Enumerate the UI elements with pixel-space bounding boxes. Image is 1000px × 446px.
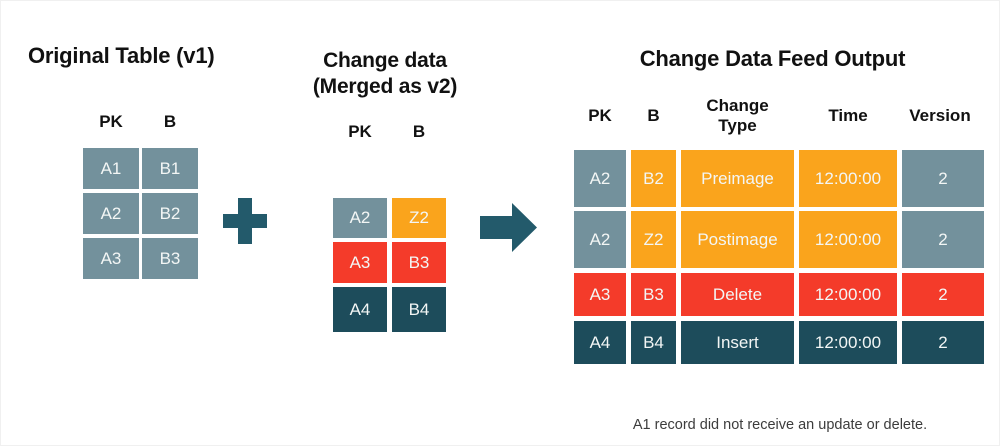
original-table: A1 B1 A2 B2 A3 B3: [83, 148, 198, 279]
table-cell: B2: [142, 193, 198, 234]
change-col-header-pk: PK: [348, 121, 372, 141]
original-table-title: Original Table (v1): [28, 43, 215, 68]
table-cell: B1: [142, 148, 198, 189]
table-cell: A2: [333, 198, 387, 238]
table-cell: A3: [574, 273, 626, 316]
table-cell: Insert: [681, 321, 794, 364]
change-title-line1: Change data: [323, 49, 447, 72]
output-col-header-pk: PK: [588, 106, 612, 126]
table-cell: B2: [631, 150, 676, 207]
output-row-delete: A3 B3 Delete 12:00:00 2: [574, 273, 984, 316]
output-row-insert: A4 B4 Insert 12:00:00 2: [574, 321, 984, 364]
table-cell: 2: [902, 150, 984, 207]
footnote-line1: A1 record did not receive an update or d…: [632, 417, 928, 433]
plus-icon: [223, 198, 267, 244]
table-cell: A4: [574, 321, 626, 364]
table-cell: A2: [574, 150, 626, 207]
output-table-title: Change Data Feed Output: [639, 46, 906, 71]
right-arrow-icon: [480, 203, 537, 252]
table-cell: 12:00:00: [799, 211, 897, 268]
table-cell: 12:00:00: [799, 150, 897, 207]
table-cell: A3: [333, 242, 387, 283]
footnote: A1 record did not receive an update or d…: [570, 378, 990, 446]
table-cell: B4: [631, 321, 676, 364]
table-cell: 2: [902, 273, 984, 316]
output-col-header-b: B: [647, 106, 660, 126]
table-cell: A3: [83, 238, 139, 279]
table-cell: Preimage: [681, 150, 794, 207]
original-col-header-pk: PK: [99, 111, 123, 131]
table-cell: B3: [142, 238, 198, 279]
table-cell: A4: [333, 287, 387, 332]
output-row-postimage: A2 Z2 Postimage 12:00:00 2: [574, 211, 984, 268]
table-cell: 12:00:00: [799, 273, 897, 316]
table-cell: B3: [631, 273, 676, 316]
output-col-header-version: Version: [909, 106, 971, 126]
table-cell: 12:00:00: [799, 321, 897, 364]
output-row-preimage: A2 B2 Preimage 12:00:00 2: [574, 150, 984, 207]
original-col-header-b: B: [163, 111, 177, 131]
table-cell: B3: [392, 242, 446, 283]
change-table: A2 Z2 A3 B3 A4 B4: [333, 198, 446, 332]
change-title-line2: (Merged as v2): [312, 75, 458, 98]
table-cell: 2: [902, 211, 984, 268]
table-cell: A2: [574, 211, 626, 268]
output-col-header-time: Time: [828, 106, 868, 126]
table-cell: A1: [83, 148, 139, 189]
table-cell: Postimage: [681, 211, 794, 268]
table-cell: A2: [83, 193, 139, 234]
table-cell: Z2: [392, 198, 446, 238]
table-cell: Delete: [681, 273, 794, 316]
change-table-title: Change data (Merged as v2): [300, 48, 470, 100]
change-col-header-b: B: [412, 121, 426, 141]
table-cell: Z2: [631, 211, 676, 268]
table-cell: B4: [392, 287, 446, 332]
output-col-header-change-type: Change Type: [706, 96, 769, 135]
table-cell: 2: [902, 321, 984, 364]
